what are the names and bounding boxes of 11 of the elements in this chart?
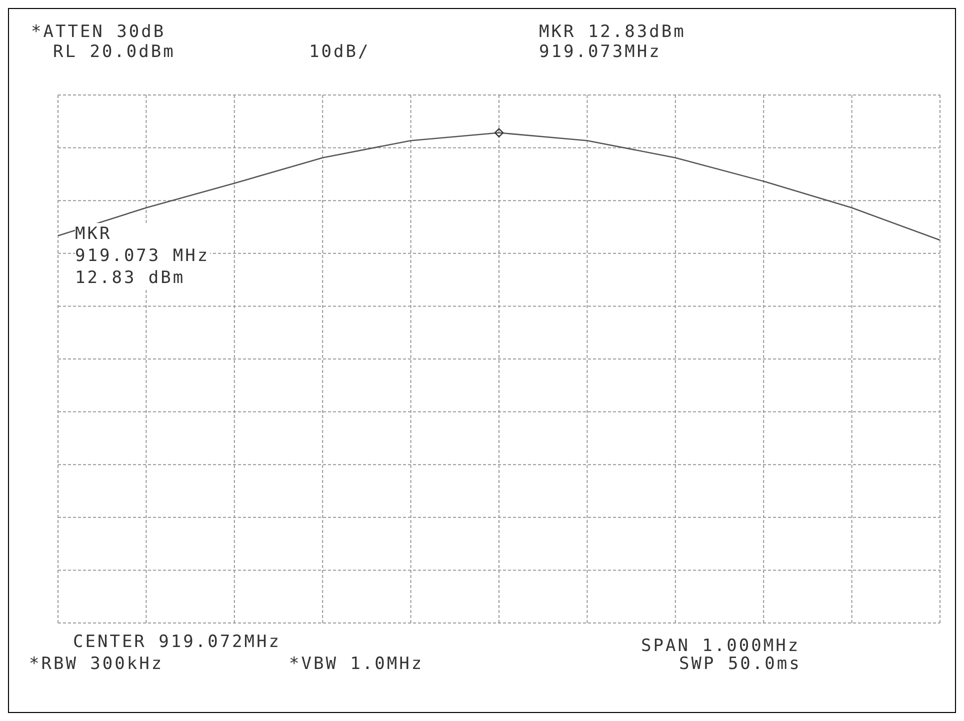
- text: 10dB/: [309, 41, 370, 63]
- text: CENTER 919.072MHz: [73, 631, 281, 653]
- text: 919.073MHz: [539, 41, 662, 63]
- text: SWP 50.0ms: [679, 653, 802, 675]
- text: *VBW 1.0MHz: [289, 653, 424, 675]
- text: RL 20.0dBm: [53, 41, 176, 63]
- text: SPAN 1.000MHz: [641, 635, 800, 656]
- text: MKR 12.83dBm: [539, 21, 686, 43]
- annotation: MKR 919.073 MHz 12.83 dBm: [75, 223, 210, 289]
- text: *RBW 300kHz: [29, 653, 164, 675]
- text: *ATTEN 30dB: [31, 21, 166, 43]
